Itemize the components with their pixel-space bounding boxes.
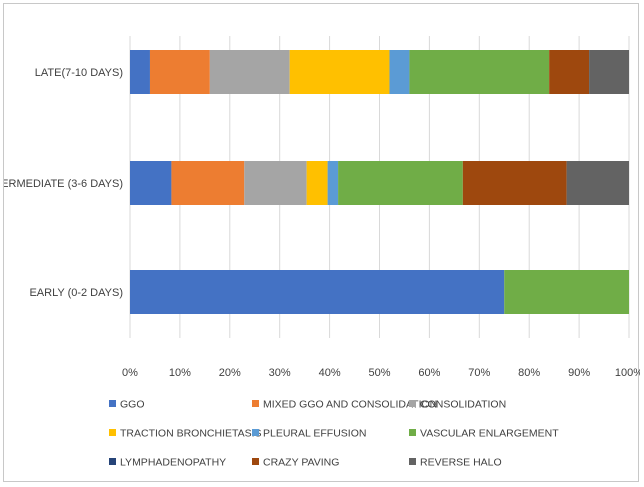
bar-segment: [289, 50, 390, 94]
bar-segment: [409, 50, 550, 94]
stacked-bar-chart: LATE(7-10 DAYS) INTERMEDIATE (3-6 DAYS) EA…: [4, 36, 640, 469]
legend-label: VASCULAR ENLARGEMENT: [420, 428, 559, 440]
x-tick-label: 60%: [418, 367, 440, 379]
x-tick-label: 50%: [368, 367, 390, 379]
bar-segment: [589, 50, 629, 94]
legend-label: LYMPHADENOPATHY: [120, 457, 226, 469]
legend-swatch: [252, 458, 259, 465]
bar-segment: [462, 161, 567, 205]
legend-label: GGO: [120, 399, 145, 411]
legend-swatch: [109, 458, 116, 465]
legend-swatch: [409, 429, 416, 436]
bar-segment: [149, 50, 210, 94]
bar-segment: [389, 50, 410, 94]
bar-segment: [209, 50, 290, 94]
x-tick-label: 80%: [518, 367, 540, 379]
x-tick-label: 40%: [319, 367, 341, 379]
bar-segment: [130, 270, 505, 314]
category-label: LATE(7-10 DAYS): [35, 67, 123, 79]
legend-swatch: [409, 400, 416, 407]
x-tick-label: 100%: [615, 367, 640, 379]
bar-segment: [549, 50, 590, 94]
legend-swatch: [109, 400, 116, 407]
x-tick-label: 90%: [568, 367, 590, 379]
chart-frame: LATE(7-10 DAYS) INTERMEDIATE (3-6 DAYS) EA…: [3, 3, 640, 482]
category-label: EARLY (0-2 DAYS): [29, 287, 123, 299]
legend-label: CONSOLIDATION: [420, 399, 506, 411]
x-tick-label: 10%: [169, 367, 191, 379]
x-tick-label: 30%: [269, 367, 291, 379]
bar-segment: [338, 161, 463, 205]
legend-swatch: [409, 458, 416, 465]
bar-segment: [566, 161, 629, 205]
bar-segment: [504, 270, 629, 314]
legend-label: MIXED GGO AND CONSOLIDATION: [263, 399, 437, 411]
x-tick-label: 0%: [122, 367, 138, 379]
x-tick-label: 70%: [468, 367, 490, 379]
legend-swatch: [252, 400, 259, 407]
legend-label: TRACTION BRONCHIETASIS: [120, 428, 262, 440]
category-label: INTERMEDIATE (3-6 DAYS): [4, 178, 123, 190]
bar-segment: [130, 161, 172, 205]
legend-label: REVERSE HALO: [420, 457, 502, 469]
legend-label: PLEURAL EFFUSION: [263, 428, 366, 440]
legend-swatch: [252, 429, 259, 436]
legend-label: CRAZY PAVING: [263, 457, 339, 469]
bar-segment: [306, 161, 328, 205]
bar-segment: [327, 161, 339, 205]
bar-segment: [244, 161, 307, 205]
legend-swatch: [109, 429, 116, 436]
bar-segment: [130, 50, 150, 94]
bar-segment: [171, 161, 245, 205]
x-tick-label: 20%: [219, 367, 241, 379]
